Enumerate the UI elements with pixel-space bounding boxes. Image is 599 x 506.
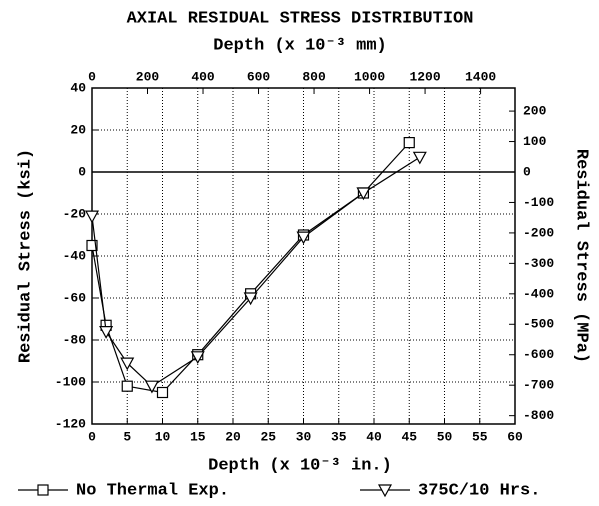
marker (243, 292, 258, 306)
x-tick-label: 60 (507, 429, 523, 444)
y2-tick-label: -700 (523, 378, 554, 393)
x2-tick-label: 1400 (465, 69, 496, 84)
x2-tick-label: 600 (247, 69, 271, 84)
x-tick-label: 55 (472, 429, 488, 444)
y2-tick-label: -200 (523, 225, 554, 240)
x2-tick-label: 1000 (354, 69, 385, 84)
y-tick-label: -60 (63, 290, 87, 305)
marker (120, 357, 135, 371)
y-tick-label: 0 (78, 164, 86, 179)
marker (144, 380, 159, 394)
legend-label: 375C/10 Hrs. (418, 481, 540, 500)
y2-tick-label: -600 (523, 347, 554, 362)
series-line (91, 142, 410, 394)
marker (190, 351, 205, 365)
x-tick-label: 30 (296, 429, 312, 444)
marker (356, 187, 371, 201)
y2-tick-label: -400 (523, 286, 554, 301)
x2-tick-label: 400 (191, 69, 215, 84)
x-tick-label: 25 (260, 429, 276, 444)
y-tick-label: -40 (63, 248, 87, 263)
y2-tick-label: -100 (523, 195, 554, 210)
x2-tick-label: 200 (136, 69, 160, 84)
x-tick-label: 10 (155, 429, 171, 444)
marker (99, 326, 114, 339)
x-tick-label: 15 (190, 429, 206, 444)
x-tick-label: 20 (225, 429, 241, 444)
x2-tick-label: 1200 (409, 69, 440, 84)
y2-axis-label: Residual Stress (MPa) (572, 149, 591, 363)
x-tick-label: 35 (331, 429, 347, 444)
y-tick-label: -120 (55, 416, 86, 431)
x-axis-label: Depth (x 10⁻³ in.) (208, 455, 392, 475)
y2-tick-label: 0 (523, 164, 531, 179)
legend-marker (37, 484, 49, 496)
y-tick-label: 40 (70, 80, 86, 95)
y2-tick-label: -800 (523, 408, 554, 423)
marker (156, 386, 169, 399)
marker (121, 380, 133, 392)
chart-title: AXIAL RESIDUAL STRESS DISTRIBUTION (127, 9, 474, 28)
y-tick-label: -80 (63, 332, 87, 347)
marker (403, 137, 415, 149)
marker (296, 231, 311, 245)
marker (84, 210, 100, 224)
x-tick-label: 50 (437, 429, 453, 444)
y2-tick-label: 200 (523, 104, 547, 119)
x2-tick-label: 0 (88, 69, 96, 84)
marker (412, 151, 427, 165)
y-axis-label: Residual Stress (ksi) (16, 149, 35, 363)
x-tick-label: 45 (401, 429, 417, 444)
y2-tick-label: 100 (523, 134, 547, 149)
x-tick-label: 0 (88, 429, 96, 444)
marker (86, 239, 98, 252)
legend-marker (377, 484, 393, 498)
y-tick-label: 20 (70, 122, 86, 137)
y2-tick-label: -500 (523, 317, 554, 332)
y-tick-label: -100 (55, 374, 86, 389)
legend-label: No Thermal Exp. (76, 481, 229, 500)
x-tick-label: 40 (366, 429, 382, 444)
y-tick-label: -20 (63, 206, 87, 221)
x2-axis-label: Depth (x 10⁻³ mm) (213, 35, 386, 55)
series-line (91, 156, 421, 387)
y2-tick-label: -300 (523, 256, 554, 271)
x2-tick-label: 800 (302, 69, 326, 84)
x-tick-label: 5 (123, 429, 131, 444)
